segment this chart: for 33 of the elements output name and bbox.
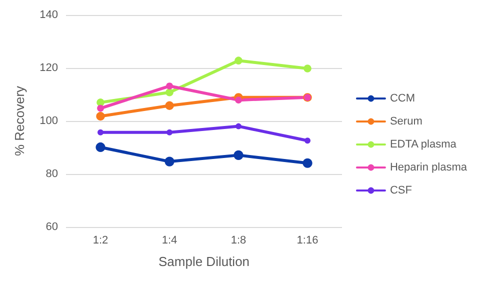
point <box>166 88 174 96</box>
point <box>166 129 172 136</box>
point <box>304 138 310 144</box>
y-tick-label: 80 <box>46 168 58 180</box>
point <box>234 150 244 160</box>
point <box>96 112 105 121</box>
legend-label: Heparin plasma <box>390 162 468 174</box>
point <box>166 82 173 90</box>
legend-label: CCM <box>390 92 416 104</box>
y-tick-label: 60 <box>46 221 58 233</box>
y-tick-label: 100 <box>40 115 58 127</box>
x-axis-title: Sample Dilution <box>158 254 250 269</box>
point <box>98 129 104 136</box>
point <box>236 123 242 130</box>
point <box>304 64 312 72</box>
point <box>302 158 312 168</box>
point <box>234 56 242 64</box>
legend-label: CSF <box>390 184 412 196</box>
point <box>97 104 104 112</box>
legend-label: Serum <box>390 116 422 128</box>
x-tick-label: 1:4 <box>162 234 178 246</box>
x-tick-label: 1:8 <box>230 234 246 246</box>
x-tick-label: 1:16 <box>296 234 318 246</box>
point <box>96 142 106 152</box>
y-tick-label: 120 <box>40 62 58 74</box>
point <box>165 101 174 110</box>
point <box>235 96 242 104</box>
legend-label: EDTA plasma <box>390 138 458 150</box>
point <box>164 156 174 166</box>
point <box>96 98 104 106</box>
x-tick-label: 1:2 <box>92 234 108 246</box>
y-axis-title: % Recovery <box>12 85 27 156</box>
y-tick-label: 140 <box>40 9 58 21</box>
